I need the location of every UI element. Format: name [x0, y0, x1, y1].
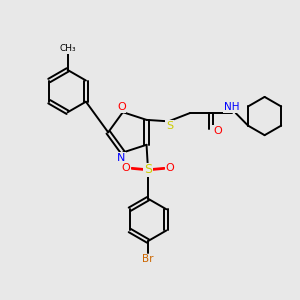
Text: CH₃: CH₃	[59, 44, 76, 53]
Text: S: S	[144, 163, 152, 176]
Text: Br: Br	[142, 254, 154, 264]
Text: NH: NH	[224, 102, 239, 112]
Text: S: S	[166, 121, 173, 131]
Text: O: O	[166, 163, 175, 173]
Text: O: O	[213, 126, 222, 136]
Text: N: N	[117, 153, 126, 163]
Text: O: O	[122, 163, 130, 173]
Text: O: O	[117, 102, 126, 112]
